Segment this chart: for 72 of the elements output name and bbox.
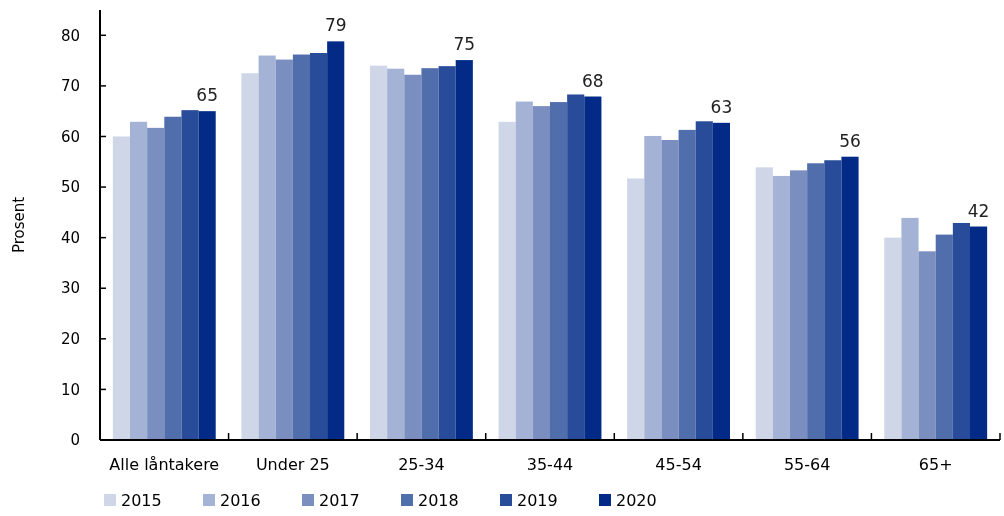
legend-label: 2020 <box>616 491 657 510</box>
x-tick-label: 55-64 <box>783 455 831 474</box>
x-tick-label: Alle låntakere <box>109 455 220 474</box>
x-tick-label: 65+ <box>918 455 953 474</box>
bar <box>824 160 842 440</box>
bar <box>935 234 953 440</box>
bar <box>455 60 473 440</box>
data-label: 42 <box>967 200 990 221</box>
bar <box>918 251 936 440</box>
x-tick-label: Under 25 <box>255 455 330 474</box>
x-tick-label: 35-44 <box>526 455 574 474</box>
bar <box>198 111 216 440</box>
legend-label: 2016 <box>220 491 261 510</box>
bar <box>498 121 516 440</box>
bar <box>567 94 585 440</box>
legend-label: 2017 <box>319 491 360 510</box>
y-tick-label: 30 <box>60 279 80 298</box>
bar <box>661 140 679 440</box>
data-label: 63 <box>710 96 733 117</box>
y-tick-label: 50 <box>60 178 80 197</box>
data-label: 65 <box>196 85 218 106</box>
y-tick-label: 80 <box>60 26 80 45</box>
y-tick-label: 20 <box>60 330 80 349</box>
bar <box>901 217 919 440</box>
bar <box>181 110 199 440</box>
bar <box>532 106 550 440</box>
y-tick-label: 40 <box>60 228 80 247</box>
bar <box>678 129 696 440</box>
bar <box>421 68 439 440</box>
y-axis-title: Prosent <box>10 196 28 254</box>
bar <box>164 116 182 440</box>
bar <box>884 237 902 440</box>
bar <box>695 121 713 440</box>
legend-label: 2015 <box>121 491 162 510</box>
y-tick-label: 10 <box>60 380 80 399</box>
data-label: 56 <box>839 130 861 151</box>
legend-label: 2018 <box>418 491 459 510</box>
bar <box>807 163 825 440</box>
bar <box>755 167 773 440</box>
bar <box>515 101 533 440</box>
bar <box>712 122 730 440</box>
y-tick-label: 60 <box>60 127 80 146</box>
bar <box>370 65 388 440</box>
bar <box>292 54 310 440</box>
bar <box>147 127 165 440</box>
bar <box>130 121 148 440</box>
legend-label: 2019 <box>517 491 558 510</box>
data-label: 68 <box>582 70 604 91</box>
bar <box>790 170 808 440</box>
x-tick-label: 45-54 <box>655 455 702 474</box>
y-tick-label: 0 <box>70 431 80 450</box>
bar <box>841 156 859 440</box>
bar <box>310 53 328 440</box>
bar <box>258 55 276 440</box>
bar <box>112 136 130 440</box>
x-tick-label: 25-34 <box>398 455 445 474</box>
bar <box>550 102 568 440</box>
bar <box>404 74 422 440</box>
bar <box>327 41 345 440</box>
bar <box>387 68 405 440</box>
bar <box>644 135 662 440</box>
bar <box>970 226 988 440</box>
bar <box>584 96 602 440</box>
y-tick-label: 70 <box>60 77 80 96</box>
bar <box>438 66 456 440</box>
bar <box>275 59 293 440</box>
bar <box>952 222 970 440</box>
bar <box>627 178 645 440</box>
data-label: 75 <box>453 34 476 55</box>
bar <box>772 175 790 440</box>
bar <box>241 73 259 440</box>
data-label: 79 <box>324 15 347 36</box>
